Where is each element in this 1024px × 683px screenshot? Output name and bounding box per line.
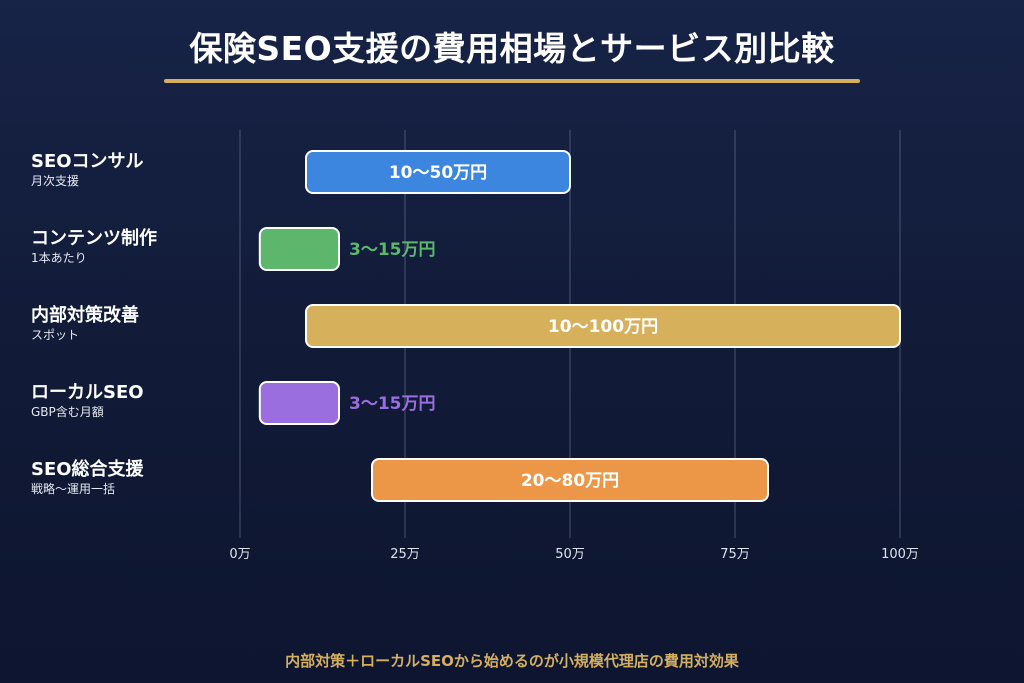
- row-label: ローカルSEO GBP含む月額: [31, 382, 144, 420]
- category-subtitle: 月次支援: [31, 174, 80, 188]
- category-name: SEO総合支援: [31, 459, 144, 480]
- range-bar: [305, 150, 571, 194]
- category-name: コンテンツ制作: [31, 228, 157, 249]
- row-label: SEOコンサル月次支援: [31, 151, 144, 189]
- row-label: SEO総合支援戦略〜運用一括: [31, 459, 144, 497]
- bar-value-label: 3〜15万円: [349, 240, 436, 260]
- x-tick-label: 0万: [229, 547, 250, 562]
- row-label: コンテンツ制作 1本あたり: [31, 228, 157, 266]
- category-name: 内部対策改善: [31, 305, 139, 326]
- range-bar: [371, 458, 769, 502]
- category-name: ローカルSEO: [31, 382, 144, 403]
- range-bar: [258, 227, 340, 271]
- x-tick-label: 50万: [555, 547, 585, 562]
- bar-value-label: 20〜80万円: [521, 471, 619, 491]
- footer-note: 内部対策＋ローカルSEOから始めるのが小規模代理店の費用対効果: [285, 652, 739, 670]
- range-bar: [305, 304, 901, 348]
- category-subtitle: 1本あたり: [31, 251, 87, 265]
- category-name: SEOコンサル: [31, 151, 144, 172]
- bar-value-label: 10〜50万円: [389, 163, 487, 183]
- x-tick-label: 25万: [390, 547, 420, 562]
- x-tick-label: 100万: [881, 547, 919, 562]
- category-subtitle: GBP含む月額: [31, 405, 104, 419]
- row-label: 内部対策改善スポット: [31, 305, 139, 343]
- category-subtitle: スポット: [31, 328, 80, 342]
- title-underline: [164, 79, 860, 83]
- chart-title: 保険SEO支援の費用相場とサービス別比較: [189, 29, 835, 68]
- category-subtitle: 戦略〜運用一括: [31, 482, 116, 496]
- range-bar: [258, 381, 340, 425]
- bar-value-label: 10〜100万円: [548, 317, 658, 337]
- x-tick-label: 75万: [720, 547, 750, 562]
- bar-value-label: 3〜15万円: [349, 394, 436, 414]
